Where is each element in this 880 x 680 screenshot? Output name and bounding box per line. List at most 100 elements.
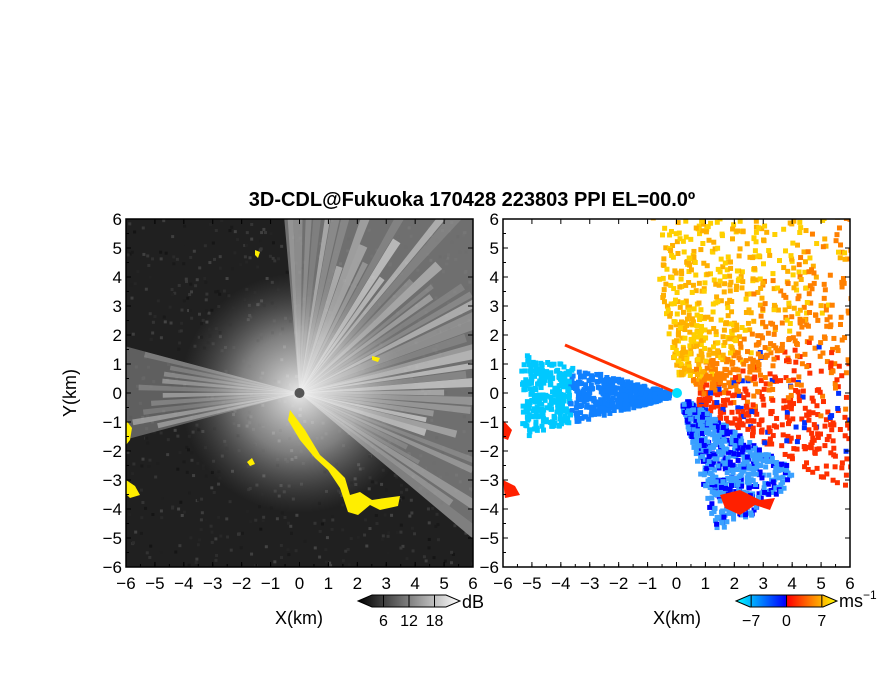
velocity-cell <box>703 483 709 489</box>
reflectivity-noise-cell <box>436 538 440 542</box>
reflectivity-noise-cell <box>159 551 163 555</box>
velocity-cell <box>700 453 706 459</box>
velocity-cell <box>663 391 669 397</box>
velocity-cell <box>801 249 807 255</box>
velocity-cell <box>739 483 745 489</box>
velocity-cell <box>547 402 553 408</box>
velocity-cell <box>647 172 652 177</box>
reflectivity-noise-cell <box>228 229 232 233</box>
velocity-cell <box>822 423 828 429</box>
velocity-cell <box>699 323 705 329</box>
velocity-cell <box>705 271 711 277</box>
velocity-cell <box>731 222 737 228</box>
velocity-cell <box>752 248 758 254</box>
velocity-cell <box>568 412 574 418</box>
velocity-cell <box>611 377 617 383</box>
velocity-cell <box>699 351 705 357</box>
velocity-cell <box>798 255 804 261</box>
velocity-cell <box>857 310 862 315</box>
velocity-cell <box>672 297 678 303</box>
reflectivity-noise-cell <box>131 332 135 336</box>
reflectivity-noise-cell <box>159 336 163 340</box>
velocity-cell <box>604 383 610 389</box>
velocity-cell <box>757 276 763 282</box>
velocity-cell <box>768 341 774 347</box>
velocity-cell <box>790 335 796 341</box>
velocity-cell <box>876 477 880 482</box>
velocity-cell <box>808 335 814 341</box>
reflectivity-noise-cell <box>257 505 261 509</box>
velocity-cell <box>834 480 840 486</box>
reflectivity-noise-cell <box>208 261 212 265</box>
reflectivity-noise-cell <box>204 474 208 478</box>
velocity-cell <box>865 432 870 437</box>
velocity-cell <box>707 504 713 510</box>
velocity-cell <box>598 371 604 377</box>
velocity-cell <box>800 388 806 394</box>
velocity-cell <box>746 412 752 418</box>
velocity-cell <box>836 390 842 396</box>
velocity-cell <box>711 444 717 450</box>
reflectivity-noise-cell <box>431 506 435 510</box>
velocity-cell <box>716 432 722 438</box>
velocity-cell <box>742 386 748 392</box>
velocity-cell <box>852 352 857 357</box>
velocity-cell <box>778 288 784 294</box>
velocity-cell <box>710 357 716 363</box>
velocity-cell <box>744 479 750 485</box>
reflectivity-noise-cell <box>171 506 175 510</box>
velocity-cell <box>702 345 708 351</box>
velocity-cell <box>691 248 697 254</box>
velocity-cell <box>748 471 754 477</box>
velocity-cell <box>842 414 848 420</box>
velocity-cell <box>712 505 718 511</box>
y-tick-label: 4 <box>490 268 499 287</box>
velocity-cell <box>718 509 724 515</box>
velocity-cell <box>795 434 801 440</box>
velocity-cell <box>591 395 597 401</box>
velocity-cell <box>788 392 794 398</box>
velocity-cell <box>686 408 692 414</box>
reflectivity-noise-cell <box>188 293 192 297</box>
velocity-cell <box>792 338 798 344</box>
reflectivity-noise-cell <box>387 531 391 535</box>
velocity-cell <box>687 343 693 349</box>
velocity-cell <box>564 393 570 399</box>
reflectivity-noise-cell <box>236 238 240 242</box>
velocity-cell <box>704 226 710 232</box>
y-tick-label: 1 <box>113 355 122 374</box>
velocity-cell <box>642 178 647 183</box>
velocity-cell <box>851 347 856 352</box>
velocity-cell <box>618 396 624 402</box>
velocity-cell <box>582 414 588 420</box>
velocity-cell <box>579 381 585 387</box>
reflectivity-noise-cell <box>380 537 384 541</box>
reflectivity-noise-cell <box>410 526 414 530</box>
reflectivity-noise-cell <box>162 315 166 319</box>
velocity-cell <box>745 320 751 326</box>
velocity-cell <box>672 351 678 357</box>
velocity-cell <box>710 301 716 307</box>
velocity-cell <box>727 273 733 279</box>
velocity-cell <box>751 393 757 399</box>
velocity-cell <box>748 350 754 356</box>
velocity-cell <box>705 375 711 381</box>
reflectivity-noise-cell <box>181 242 185 246</box>
velocity-cell <box>699 414 705 420</box>
velocity-cell <box>723 415 729 421</box>
velocity-cell <box>638 385 644 391</box>
velocity-cell <box>568 384 574 390</box>
reflectivity-noise-cell <box>174 550 178 554</box>
velocity-cell <box>863 426 868 431</box>
velocity-cell <box>694 449 700 455</box>
reflectivity-noise-cell <box>201 318 205 322</box>
velocity-cell <box>710 425 716 431</box>
velocity-cell <box>717 498 723 504</box>
velocity-cell <box>622 387 628 393</box>
velocity-cell <box>522 386 528 392</box>
velocity-cell <box>796 398 802 404</box>
velocity-cell <box>700 314 706 320</box>
velocity-cell <box>618 405 624 411</box>
reflectivity-noise-cell <box>250 237 254 241</box>
